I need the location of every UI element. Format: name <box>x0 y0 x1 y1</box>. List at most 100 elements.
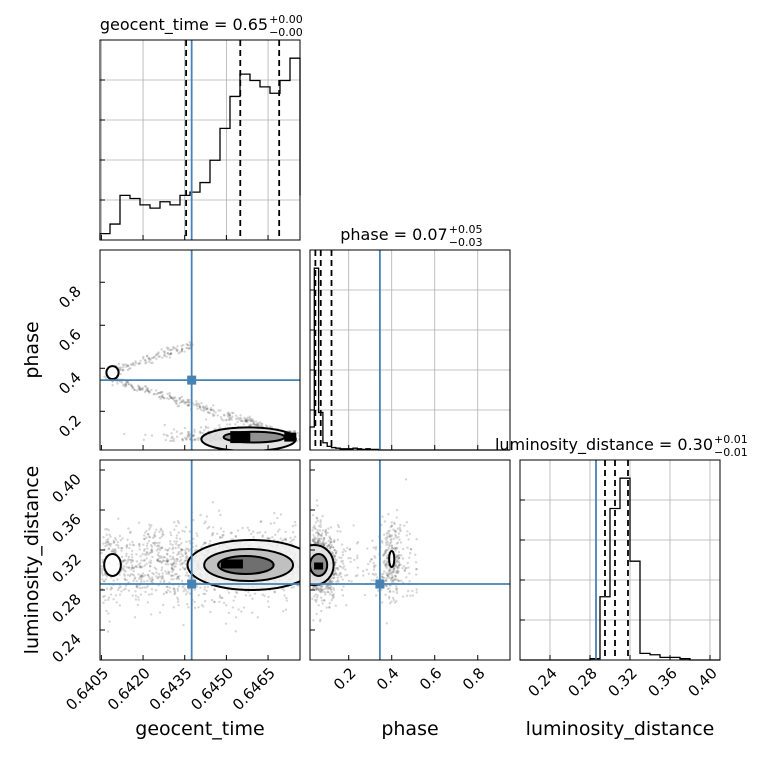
sample-point <box>107 547 111 551</box>
sample-point <box>192 433 196 437</box>
sample-point <box>186 343 190 347</box>
sample-point <box>184 525 188 529</box>
sample-point <box>278 528 281 531</box>
sample-point <box>176 589 180 593</box>
sample-point <box>374 556 377 559</box>
sample-point <box>397 564 400 567</box>
sample-point <box>376 589 380 593</box>
sample-point <box>187 549 191 552</box>
sample-point <box>385 576 388 580</box>
sample-point <box>142 534 146 537</box>
sample-point <box>169 542 172 546</box>
sample-point <box>244 420 247 423</box>
sample-point <box>162 533 165 537</box>
sample-point <box>113 548 117 551</box>
sample-point <box>159 580 162 583</box>
sample-point <box>145 536 148 539</box>
panel-content <box>100 501 300 633</box>
sample-point <box>382 560 385 563</box>
sample-point <box>393 567 396 570</box>
sample-point <box>313 524 316 527</box>
sample-point <box>312 539 315 543</box>
sample-point <box>328 543 331 546</box>
sample-point <box>213 600 216 604</box>
sample-point <box>301 438 303 440</box>
sample-point <box>339 572 342 575</box>
sample-point <box>318 529 322 532</box>
sample-point <box>398 526 401 530</box>
sample-point <box>315 588 318 592</box>
sample-point <box>161 396 165 399</box>
sample-point <box>315 596 319 599</box>
sample-point <box>162 603 165 607</box>
sample-point <box>388 571 391 574</box>
panel-frame <box>309 459 511 661</box>
sample-point <box>391 547 395 550</box>
sample-point <box>209 406 213 410</box>
sample-point <box>347 579 351 583</box>
sample-point <box>388 529 391 532</box>
sample-point <box>384 551 388 555</box>
sample-point <box>246 526 250 529</box>
sample-point <box>121 363 124 366</box>
sample-point <box>337 580 340 583</box>
sample-point <box>145 586 148 589</box>
sample-point <box>383 550 387 553</box>
sample-point <box>177 404 181 407</box>
sample-point <box>157 544 160 547</box>
sample-point <box>292 538 295 541</box>
sample-point <box>151 578 155 582</box>
sample-point <box>208 542 211 546</box>
sample-point <box>307 429 309 431</box>
sample-point <box>219 513 222 517</box>
sample-point <box>124 570 127 573</box>
sample-point <box>320 609 323 613</box>
sample-point <box>129 573 132 576</box>
x-axis-label-luminosity_distance: luminosity_distance <box>526 718 715 740</box>
sample-point <box>129 530 132 533</box>
sample-point <box>195 403 198 406</box>
sample-point <box>158 545 161 548</box>
sample-point <box>184 556 188 559</box>
sample-point <box>186 344 189 347</box>
sample-point <box>122 363 126 367</box>
sample-point <box>330 580 333 583</box>
sample-point <box>406 530 409 533</box>
sample-point <box>161 572 164 575</box>
sample-point <box>213 588 216 591</box>
sample-point <box>256 616 260 619</box>
y-tick-label-phase: 0.4 <box>55 368 85 398</box>
sample-point <box>119 380 122 383</box>
sample-point <box>218 426 222 429</box>
sample-point <box>334 561 337 564</box>
sample-point <box>246 420 249 424</box>
density-peak <box>284 432 297 442</box>
sample-point <box>130 553 134 556</box>
sample-point <box>180 563 184 566</box>
sample-point <box>155 549 159 552</box>
sample-point <box>385 584 388 587</box>
sample-point <box>180 350 183 353</box>
sample-point <box>390 535 393 538</box>
sample-point <box>244 419 248 422</box>
sample-point <box>333 554 336 557</box>
sample-point <box>202 543 205 546</box>
sample-point <box>320 533 323 537</box>
sample-point <box>138 543 141 546</box>
sample-point <box>403 569 406 572</box>
sample-point <box>196 404 199 408</box>
sample-point <box>180 542 183 545</box>
sample-point <box>158 556 161 560</box>
sample-point <box>122 365 125 369</box>
sample-point <box>159 555 163 558</box>
sample-point <box>209 408 213 411</box>
sample-point <box>284 537 287 541</box>
sample-point <box>195 532 198 535</box>
sample-point <box>186 347 189 350</box>
sample-point <box>395 555 398 559</box>
sample-point <box>162 592 166 596</box>
sample-point <box>317 537 321 541</box>
sample-point <box>193 403 196 407</box>
sample-point <box>181 437 184 441</box>
sample-point <box>148 551 151 554</box>
